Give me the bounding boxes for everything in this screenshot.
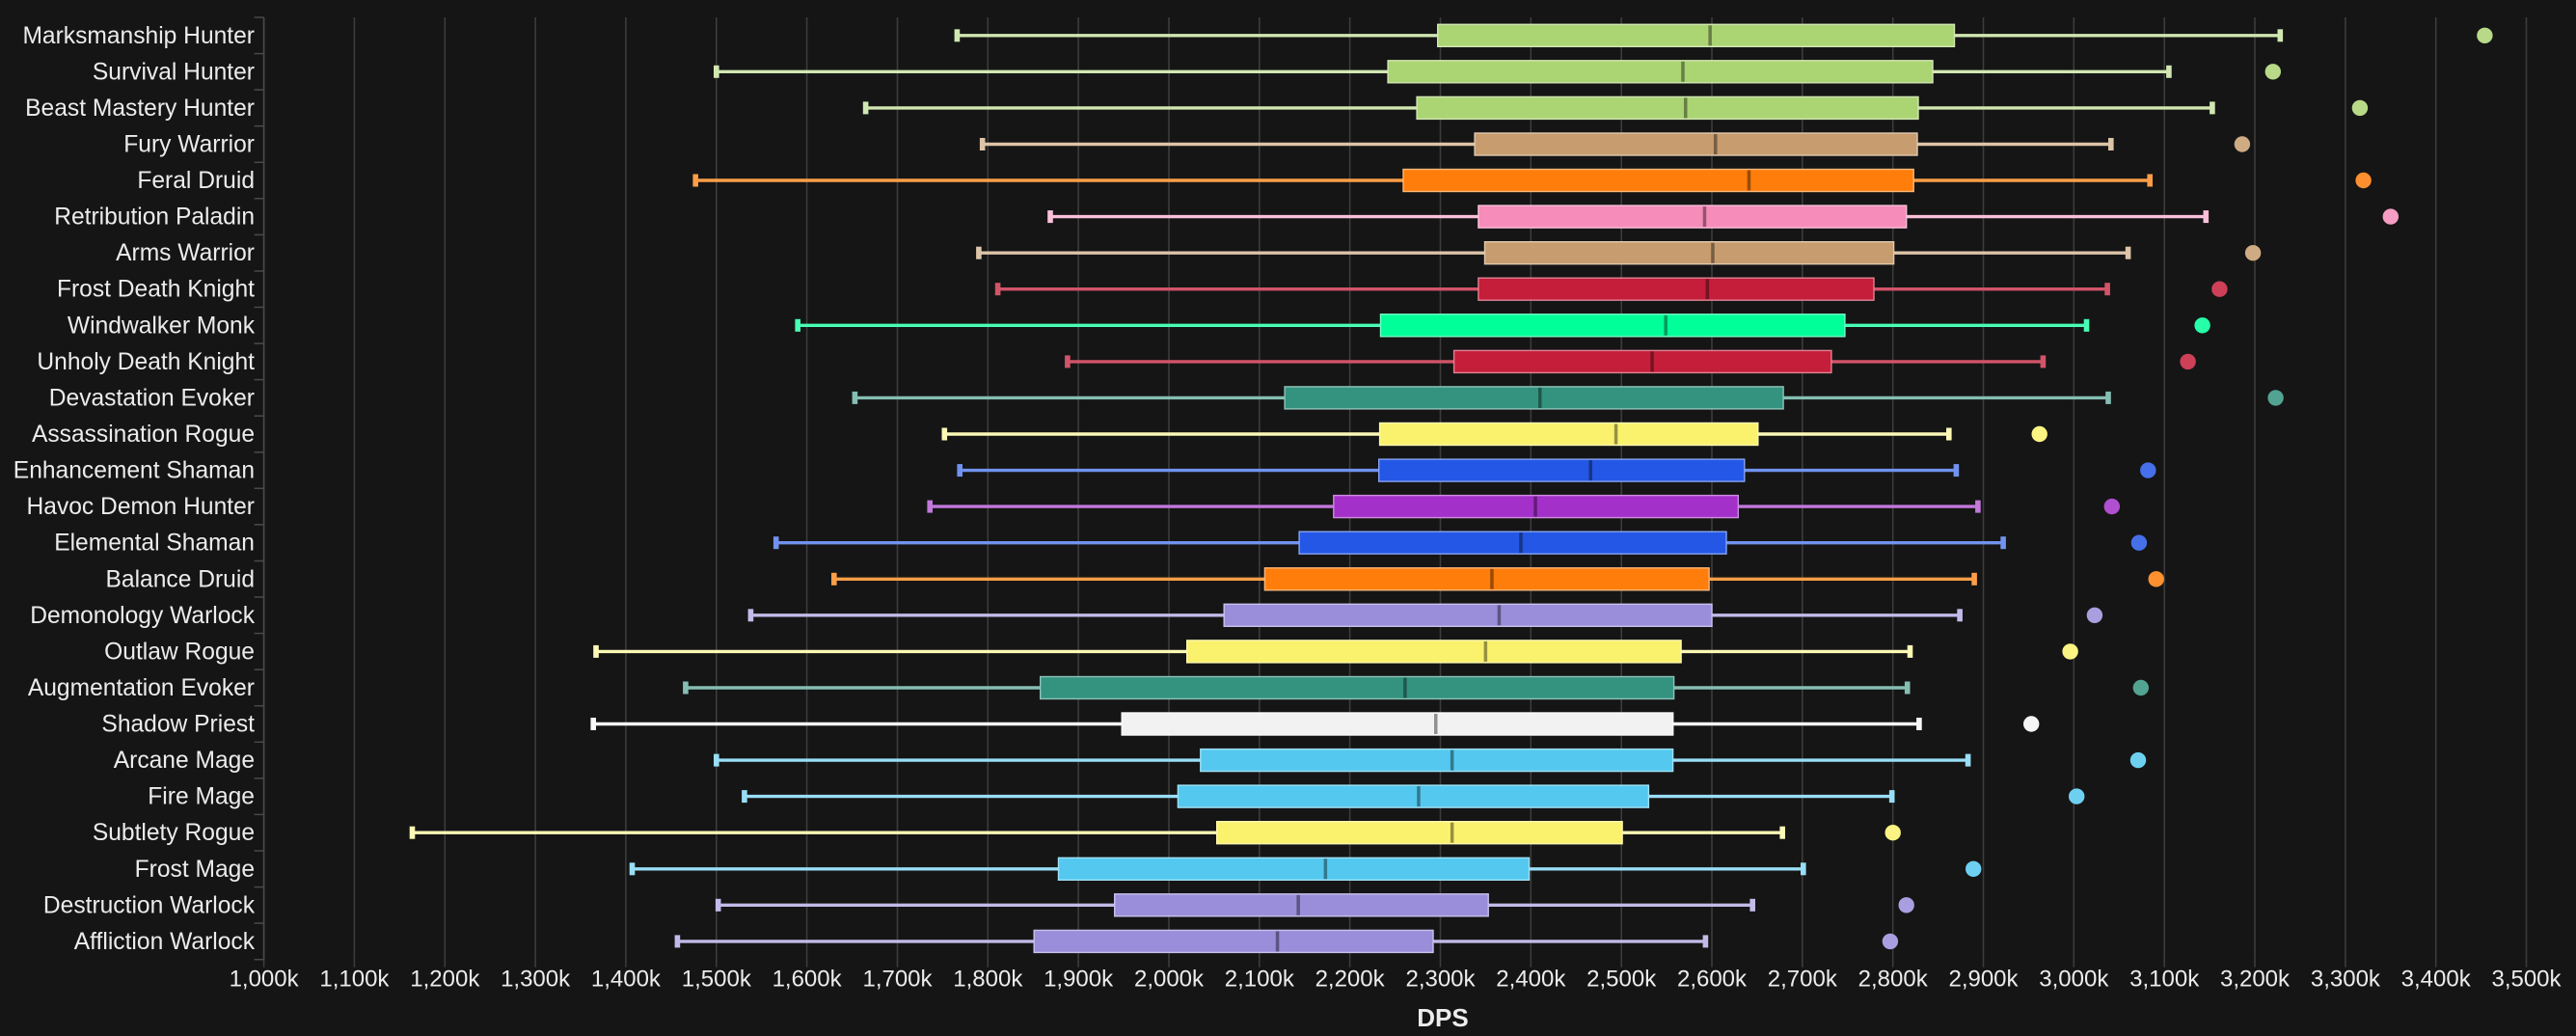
- svg-text:2,100k: 2,100k: [1225, 967, 1295, 993]
- svg-text:2,000k: 2,000k: [1134, 967, 1205, 993]
- svg-text:Fire Mage: Fire Mage: [148, 784, 255, 810]
- svg-text:Devastation Evoker: Devastation Evoker: [49, 385, 255, 411]
- svg-text:Havoc Demon Hunter: Havoc Demon Hunter: [27, 494, 255, 520]
- svg-text:Frost Mage: Frost Mage: [135, 857, 255, 883]
- svg-text:Arcane Mage: Arcane Mage: [114, 748, 255, 774]
- svg-text:1,500k: 1,500k: [682, 967, 752, 993]
- svg-text:Unholy Death Knight: Unholy Death Knight: [37, 349, 255, 375]
- svg-text:Arms Warrior: Arms Warrior: [116, 240, 255, 266]
- svg-text:Marksmanship Hunter: Marksmanship Hunter: [22, 23, 255, 49]
- svg-text:3,000k: 3,000k: [2039, 967, 2109, 993]
- svg-text:Assassination Rogue: Assassination Rogue: [32, 422, 255, 448]
- svg-text:3,300k: 3,300k: [2311, 967, 2381, 993]
- svg-text:Demonology Warlock: Demonology Warlock: [30, 603, 256, 629]
- svg-text:1,000k: 1,000k: [230, 967, 300, 993]
- svg-text:2,700k: 2,700k: [1768, 967, 1838, 993]
- svg-text:2,200k: 2,200k: [1315, 967, 1386, 993]
- svg-text:1,400k: 1,400k: [591, 967, 662, 993]
- svg-text:Balance Druid: Balance Druid: [106, 566, 255, 592]
- svg-text:1,900k: 1,900k: [1044, 967, 1114, 993]
- svg-text:Windwalker Monk: Windwalker Monk: [68, 313, 256, 339]
- svg-text:Destruction Warlock: Destruction Warlock: [43, 892, 256, 918]
- svg-text:Fury Warrior: Fury Warrior: [123, 132, 255, 158]
- svg-text:DPS: DPS: [1417, 1003, 1468, 1032]
- svg-text:1,700k: 1,700k: [862, 967, 933, 993]
- svg-text:2,400k: 2,400k: [1496, 967, 1566, 993]
- svg-text:Elemental Shaman: Elemental Shaman: [54, 531, 255, 557]
- svg-text:Beast Mastery Hunter: Beast Mastery Hunter: [25, 95, 255, 122]
- svg-text:1,200k: 1,200k: [410, 967, 480, 993]
- svg-text:1,100k: 1,100k: [319, 967, 390, 993]
- svg-text:2,900k: 2,900k: [1948, 967, 2019, 993]
- svg-text:3,500k: 3,500k: [2491, 967, 2562, 993]
- svg-text:3,200k: 3,200k: [2220, 967, 2291, 993]
- svg-text:Enhancement Shaman: Enhancement Shaman: [14, 458, 255, 484]
- svg-text:3,100k: 3,100k: [2129, 967, 2200, 993]
- svg-text:Feral Druid: Feral Druid: [137, 168, 255, 194]
- svg-text:Shadow Priest: Shadow Priest: [101, 712, 255, 738]
- svg-text:Retribution Paladin: Retribution Paladin: [54, 204, 255, 231]
- svg-text:Frost Death Knight: Frost Death Knight: [57, 277, 255, 303]
- svg-text:Survival Hunter: Survival Hunter: [93, 59, 255, 85]
- svg-text:2,800k: 2,800k: [1858, 967, 1929, 993]
- svg-text:2,300k: 2,300k: [1405, 967, 1476, 993]
- svg-text:1,300k: 1,300k: [501, 967, 571, 993]
- svg-text:2,600k: 2,600k: [1677, 967, 1748, 993]
- svg-text:2,500k: 2,500k: [1586, 967, 1657, 993]
- svg-text:Subtlety Rogue: Subtlety Rogue: [93, 820, 255, 846]
- svg-text:Affliction Warlock: Affliction Warlock: [74, 929, 256, 955]
- svg-text:Outlaw Rogue: Outlaw Rogue: [104, 639, 255, 665]
- svg-text:1,600k: 1,600k: [773, 967, 843, 993]
- svg-text:1,800k: 1,800k: [953, 967, 1023, 993]
- svg-text:Augmentation Evoker: Augmentation Evoker: [28, 675, 255, 701]
- svg-text:3,400k: 3,400k: [2401, 967, 2472, 993]
